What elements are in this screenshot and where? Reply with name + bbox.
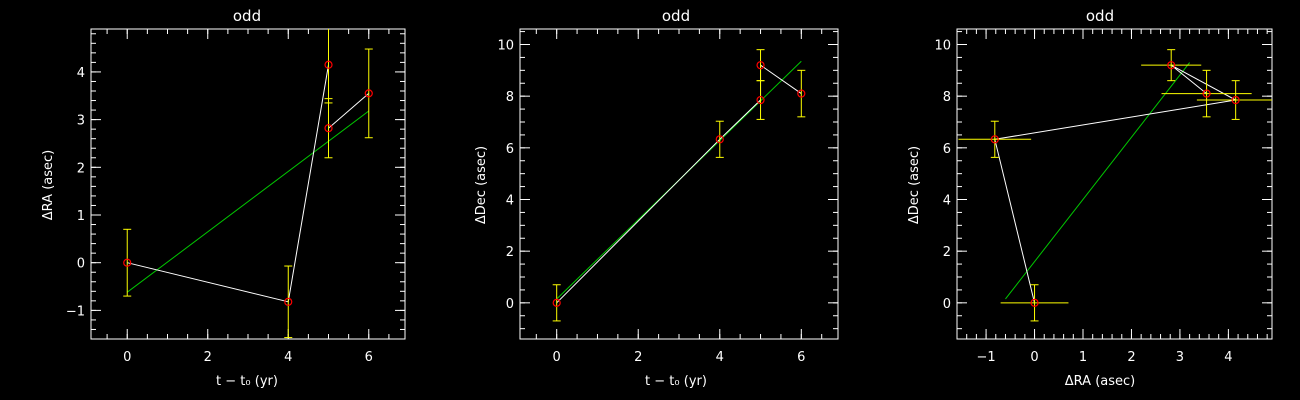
data-point: [324, 60, 333, 69]
x-axis-label: ΔRA (asec): [1065, 374, 1135, 389]
x-tick-label: 2: [634, 350, 642, 365]
y-tick-label: 4: [506, 194, 514, 209]
data-point: [364, 89, 373, 98]
y-tick-label: −1: [66, 304, 85, 319]
chart-title: odd: [662, 7, 690, 25]
chart-title: odd: [233, 7, 261, 25]
fit-line: [1005, 62, 1191, 300]
y-tick-label: 10: [497, 39, 514, 54]
chart-title: odd: [1086, 7, 1114, 25]
x-axis-label: t − t₀ (yr): [645, 374, 707, 389]
plot-area: [958, 49, 1272, 322]
y-tick-label: 8: [506, 90, 514, 105]
data-point: [756, 61, 765, 70]
y-tick-label: 2: [943, 245, 951, 260]
y-tick-label: 3: [77, 114, 85, 129]
y-tick-label: 10: [934, 39, 951, 54]
y-tick-label: 0: [943, 297, 951, 312]
panel-ra-vs-time: odd t − t₀ (yr) ΔRA (asec) 0 2 4 6 −1 0 1 2 3 4: [41, 7, 406, 389]
x-tick-label: 6: [365, 350, 373, 365]
data-point: [1202, 89, 1211, 98]
data-point: [1030, 298, 1039, 307]
y-tick-label: 4: [943, 194, 951, 209]
x-tick-label: 6: [797, 350, 805, 365]
y-tick-label: 6: [943, 142, 951, 157]
y-tick-label: 4: [77, 66, 85, 81]
x-tick-label: 1: [1079, 350, 1087, 365]
x-tick-label: 4: [284, 350, 292, 365]
y-axis-label: ΔRA (asec): [41, 150, 56, 220]
y-tick-label: 0: [77, 257, 85, 272]
y-tick-label: 2: [506, 245, 514, 260]
data-point: [1231, 95, 1240, 105]
x-tick-label: −1: [976, 350, 995, 365]
x-tick-label: 0: [553, 350, 561, 365]
plot-frame: [956, 28, 1273, 340]
data-point: [715, 135, 724, 144]
panel-dec-vs-time: odd t − t₀ (yr) ΔDec (asec) 0 2 4 6 0 2 4 6 8 10: [474, 7, 839, 389]
y-axis-label: ΔDec (asec): [907, 146, 922, 224]
plot-area: [552, 49, 806, 322]
y-axis-label: ΔDec (asec): [474, 146, 489, 224]
x-tick-label: 4: [716, 350, 724, 365]
data-point: [284, 297, 293, 306]
y-tick-label: 0: [506, 297, 514, 312]
data-point: [123, 258, 132, 267]
data-point: [797, 89, 806, 98]
y-tick-label: 8: [943, 90, 951, 105]
y-tick-label: 1: [77, 209, 85, 224]
panel-dec-vs-ra: odd ΔRA (asec) ΔDec (asec) −1 0 1 2 3 4 0 2 4 6 8 1…: [907, 7, 1273, 389]
x-axis-label: t − t₀ (yr): [216, 374, 278, 389]
data-point: [990, 135, 999, 144]
x-tick-label: 3: [1176, 350, 1184, 365]
y-tick-label: 2: [77, 161, 85, 176]
x-tick-label: 2: [204, 350, 212, 365]
x-tick-label: 2: [1127, 350, 1135, 365]
plot-area: [123, 29, 373, 339]
x-tick-label: 0: [123, 350, 131, 365]
x-tick-label: 4: [1224, 350, 1232, 365]
data-point: [552, 298, 561, 307]
x-tick-label: 0: [1030, 350, 1038, 365]
data-point: [1167, 61, 1176, 70]
data-point: [324, 124, 333, 133]
y-tick-label: 6: [506, 142, 514, 157]
data-point: [756, 95, 765, 105]
